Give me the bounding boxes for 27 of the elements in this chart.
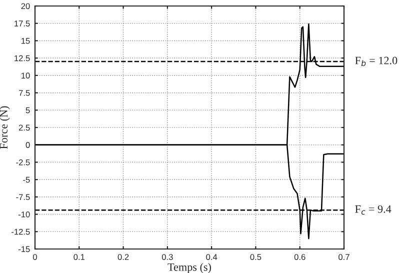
y-tick-label: -12.5 (12, 228, 30, 235)
y-tick-label: 2.5 (18, 124, 30, 131)
y-tick-label: 0 (26, 142, 30, 148)
x-tick-label: 0 (33, 254, 37, 260)
x-tick-label: 0.2 (118, 254, 129, 260)
y-tick-label: -7.5 (16, 194, 30, 200)
x-tick-label: 0.4 (206, 254, 218, 260)
text: F$_{c}$ = 9.4 (355, 205, 392, 215)
text: F$_{b}$ = 12.0 (355, 56, 398, 66)
y-tick-label: -2.5 (16, 159, 30, 166)
x-tick-label: 0.6 (294, 254, 306, 260)
x-tick-label: 0.1 (74, 254, 85, 260)
y-tick-label: -5 (23, 176, 30, 183)
x-tick-label: 0.5 (250, 254, 262, 260)
y-tick-label: -15 (18, 246, 30, 252)
x-axis-title: Temps (s) (168, 263, 211, 273)
y-tick-label: 5 (26, 107, 30, 114)
y-tick-label: 10 (22, 72, 30, 79)
y-tick-label: -10 (18, 211, 30, 218)
y-tick-label: 17.5 (14, 20, 30, 26)
y-axis-title: Force (N) (0, 106, 10, 149)
y-tick-label: 7.5 (18, 90, 30, 96)
y-tick-label: 15 (22, 38, 30, 44)
y-tick-label: 20 (21, 3, 30, 10)
y-tick-label: 12.5 (14, 55, 30, 62)
x-tick-label: 0.7 (338, 254, 350, 260)
x-tick-label: 0.3 (162, 254, 173, 260)
